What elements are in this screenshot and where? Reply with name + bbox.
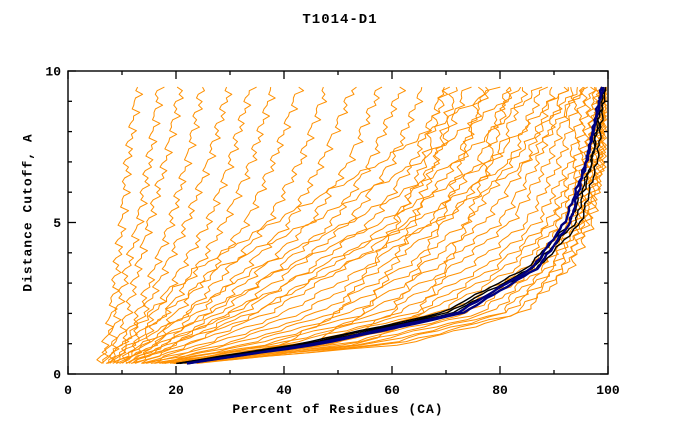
y-tick-label: 10 [45, 65, 61, 80]
navy-curve [187, 87, 605, 365]
orange-curve [186, 86, 607, 364]
orange-curve [119, 86, 328, 364]
orange-curve [113, 86, 257, 364]
orange-curve [141, 86, 472, 364]
y-tick-label: 5 [53, 216, 61, 231]
x-tick-label: 100 [596, 383, 620, 398]
orange-curve [141, 87, 528, 364]
x-tick-label: 40 [276, 383, 292, 398]
orange-curve [130, 87, 424, 364]
orange-curve [164, 86, 584, 364]
orange-curve [187, 87, 607, 364]
orange-curve [122, 87, 569, 364]
orange-curve [150, 87, 576, 364]
orange-curve [112, 87, 276, 364]
orange-curve [179, 86, 607, 364]
x-tick-label: 60 [384, 383, 400, 398]
orange-curve [108, 86, 501, 364]
orange-curve [101, 86, 165, 364]
orange-curve [124, 86, 357, 364]
orange-curve [170, 86, 451, 364]
orange-curve [154, 86, 548, 364]
x-tick-label: 80 [492, 383, 508, 398]
orange-curve [125, 86, 406, 364]
orange-curve [196, 86, 513, 364]
orange-curve [134, 86, 490, 364]
orange-curve [107, 86, 522, 364]
x-axis-label: Percent of Residues (CA) [232, 402, 444, 417]
orange-curve [96, 86, 144, 364]
orange-curve [116, 86, 305, 364]
orange-curve [131, 86, 585, 364]
orange-curve [154, 86, 569, 364]
x-tick-label: 0 [64, 383, 72, 398]
orange-curve [128, 87, 578, 364]
orange-curve [116, 86, 543, 364]
orange-curve [101, 86, 184, 364]
orange-curve [134, 86, 449, 364]
black-curve [176, 87, 607, 365]
orange-curve [109, 86, 233, 364]
y-tick-label: 0 [53, 368, 61, 383]
orange-curve [184, 86, 486, 364]
chart-title: T1014-D1 [302, 12, 378, 28]
orange-curve [126, 86, 383, 364]
orange-curve [197, 86, 607, 364]
x-tick-label: 20 [168, 383, 184, 398]
orange-curve [105, 86, 205, 364]
orange-curve [174, 86, 458, 364]
